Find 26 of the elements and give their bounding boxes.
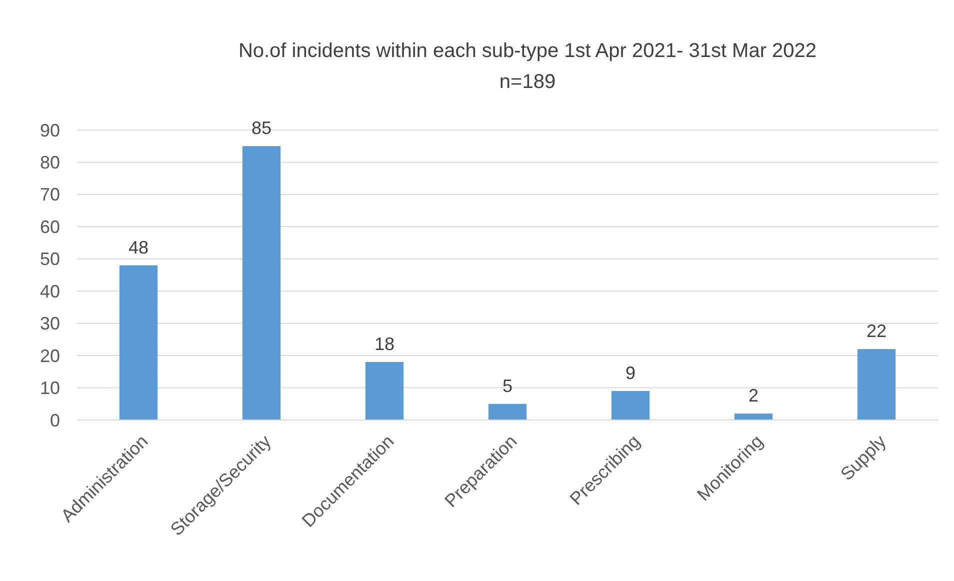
- bar: [119, 265, 158, 420]
- y-tick-label: 90: [40, 120, 60, 140]
- y-tick-label: 30: [40, 314, 60, 334]
- data-label: 9: [625, 363, 636, 383]
- y-tick-label: 10: [40, 378, 60, 398]
- y-tick-label: 50: [40, 249, 60, 270]
- data-label: 5: [502, 376, 513, 396]
- data-label: 48: [128, 237, 149, 258]
- y-tick-label: 80: [40, 152, 60, 173]
- bar: [488, 404, 527, 420]
- bar: [611, 391, 650, 420]
- y-tick-label: 20: [40, 346, 60, 366]
- y-tick-label: 60: [40, 216, 60, 237]
- bar: [365, 362, 404, 420]
- data-label: 18: [374, 334, 395, 354]
- chart-title: No.of incidents within each sub-type 1st Apr 2021- 31st Mar 2022: [238, 40, 817, 62]
- y-tick-label: 0: [50, 410, 60, 430]
- bar: [734, 414, 773, 420]
- data-label: 22: [866, 321, 887, 342]
- bar: [242, 146, 281, 420]
- data-label: 2: [748, 386, 759, 406]
- chart-subtitle: n=189: [499, 71, 556, 93]
- y-tick-label: 40: [40, 281, 60, 302]
- bar: [857, 349, 896, 420]
- y-tick-label: 70: [40, 184, 60, 205]
- data-label: 85: [251, 118, 272, 138]
